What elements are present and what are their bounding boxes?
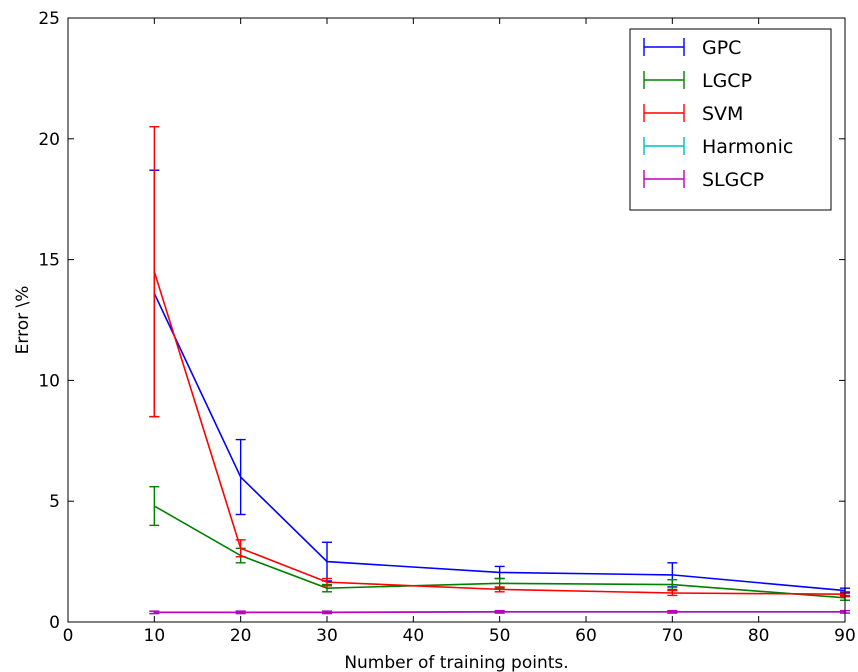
series-slgcp (149, 609, 850, 615)
x-tick-label: 20 (230, 626, 252, 646)
x-tick-label: 90 (834, 626, 856, 646)
legend-label: SVM (702, 103, 743, 125)
axis-ticks: 0 10 20 30 40 50 60 70 80 90 0 5 10 15 20 25 (38, 9, 855, 646)
series-svm (149, 126, 850, 598)
legend-item: LGCP (643, 70, 752, 92)
y-tick-label: 20 (38, 130, 60, 150)
legend-label: Harmonic (702, 136, 793, 158)
y-tick-label: 10 (38, 371, 60, 391)
y-tick-label: 15 (38, 251, 60, 271)
x-tick-label: 70 (662, 626, 684, 646)
x-tick-label: 30 (316, 626, 338, 646)
plot-frame (67, 17, 846, 623)
legend-label: LGCP (702, 70, 752, 92)
series-line (153, 293, 846, 592)
x-axis-label: Number of training points. (344, 653, 568, 672)
legend-box (629, 28, 832, 211)
legend-item: GPC (643, 37, 741, 59)
legend-label: SLGCP (702, 169, 764, 191)
x-tick-label: 10 (144, 626, 166, 646)
legend-item: SVM (643, 103, 743, 125)
legend-item: Harmonic (643, 136, 793, 158)
legend-item: SLGCP (643, 169, 764, 191)
series-gpc (149, 169, 850, 594)
x-tick-label: 50 (489, 626, 511, 646)
legend: GPC LGCP SVM Harmonic SLGCP (629, 28, 832, 211)
series-lgcp (149, 486, 850, 601)
x-tick-label: 0 (63, 626, 74, 646)
y-axis-label: Error \% (13, 286, 33, 355)
series-line (153, 271, 846, 596)
y-tick-label: 0 (49, 613, 60, 633)
y-tick-label: 25 (38, 9, 60, 29)
x-tick-label: 80 (748, 626, 770, 646)
x-tick-label: 60 (575, 626, 597, 646)
x-tick-label: 40 (403, 626, 425, 646)
legend-label: GPC (702, 37, 741, 59)
y-tick-label: 5 (49, 492, 60, 512)
